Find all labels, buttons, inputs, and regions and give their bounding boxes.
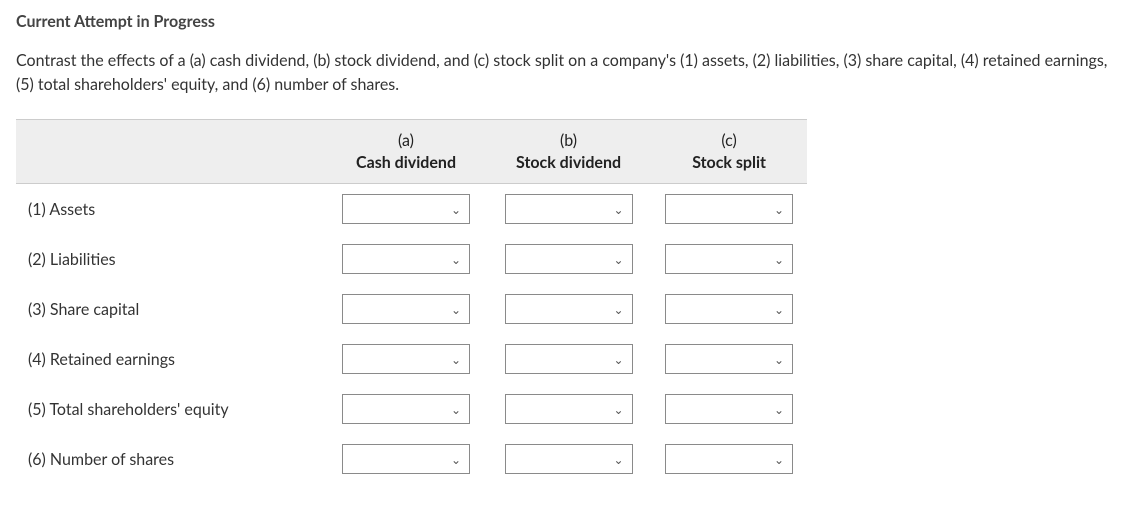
select-retained-split[interactable]: ⌄ [665, 344, 793, 374]
chevron-down-icon: ⌄ [451, 402, 461, 417]
select-retained-cash[interactable]: ⌄ [342, 344, 470, 374]
col-label: Cash dividend [356, 152, 456, 174]
col-header-b: (b) Stock dividend [486, 120, 651, 184]
select-equity-cash[interactable]: ⌄ [342, 394, 470, 424]
chevron-down-icon: ⌄ [774, 402, 784, 417]
chevron-down-icon: ⌄ [613, 302, 623, 317]
table-row: (1) Assets ⌄ ⌄ ⌄ [16, 184, 807, 235]
chevron-down-icon: ⌄ [613, 402, 623, 417]
table-row: (3) Share capital ⌄ ⌄ ⌄ [16, 284, 807, 334]
select-liabilities-cash[interactable]: ⌄ [342, 244, 470, 274]
answer-table: (a) Cash dividend (b) Stock dividend (c)… [16, 119, 807, 484]
select-assets-stock[interactable]: ⌄ [505, 194, 633, 224]
chevron-down-icon: ⌄ [774, 352, 784, 367]
row-label: (1) Assets [16, 184, 326, 235]
chevron-down-icon: ⌄ [774, 302, 784, 317]
row-label: (2) Liabilities [16, 234, 326, 284]
col-header-a: (a) Cash dividend [326, 120, 486, 184]
select-shares-stock[interactable]: ⌄ [505, 444, 633, 474]
select-sharecap-split[interactable]: ⌄ [665, 294, 793, 324]
select-shares-split[interactable]: ⌄ [665, 444, 793, 474]
col-label: Stock split [681, 152, 777, 174]
select-shares-cash[interactable]: ⌄ [342, 444, 470, 474]
select-assets-cash[interactable]: ⌄ [342, 194, 470, 224]
select-sharecap-cash[interactable]: ⌄ [342, 294, 470, 324]
chevron-down-icon: ⌄ [451, 452, 461, 467]
chevron-down-icon: ⌄ [774, 202, 784, 217]
question-prompt: Contrast the effects of a (a) cash divid… [16, 49, 1113, 97]
row-label: (3) Share capital [16, 284, 326, 334]
table-row: (4) Retained earnings ⌄ ⌄ ⌄ [16, 334, 807, 384]
chevron-down-icon: ⌄ [774, 452, 784, 467]
chevron-down-icon: ⌄ [451, 352, 461, 367]
col-letter: (c) [681, 130, 777, 152]
chevron-down-icon: ⌄ [613, 352, 623, 367]
header-spacer [16, 120, 326, 184]
select-assets-split[interactable]: ⌄ [665, 194, 793, 224]
chevron-down-icon: ⌄ [613, 252, 623, 267]
row-label: (4) Retained earnings [16, 334, 326, 384]
col-letter: (a) [356, 130, 456, 152]
col-header-c: (c) Stock split [651, 120, 807, 184]
section-title: Current Attempt in Progress [16, 12, 1113, 31]
row-label: (6) Number of shares [16, 434, 326, 484]
chevron-down-icon: ⌄ [613, 452, 623, 467]
select-equity-stock[interactable]: ⌄ [505, 394, 633, 424]
select-retained-stock[interactable]: ⌄ [505, 344, 633, 374]
chevron-down-icon: ⌄ [774, 252, 784, 267]
table-body: (1) Assets ⌄ ⌄ ⌄ (2) Liabilities ⌄ ⌄ ⌄ (… [16, 184, 807, 485]
table-row: (5) Total shareholders' equity ⌄ ⌄ ⌄ [16, 384, 807, 434]
col-letter: (b) [516, 130, 621, 152]
select-equity-split[interactable]: ⌄ [665, 394, 793, 424]
table-row: (2) Liabilities ⌄ ⌄ ⌄ [16, 234, 807, 284]
chevron-down-icon: ⌄ [451, 302, 461, 317]
row-label: (5) Total shareholders' equity [16, 384, 326, 434]
col-label: Stock dividend [516, 152, 621, 174]
chevron-down-icon: ⌄ [451, 252, 461, 267]
select-liabilities-split[interactable]: ⌄ [665, 244, 793, 274]
chevron-down-icon: ⌄ [613, 202, 623, 217]
table-row: (6) Number of shares ⌄ ⌄ ⌄ [16, 434, 807, 484]
chevron-down-icon: ⌄ [451, 202, 461, 217]
select-sharecap-stock[interactable]: ⌄ [505, 294, 633, 324]
select-liabilities-stock[interactable]: ⌄ [505, 244, 633, 274]
